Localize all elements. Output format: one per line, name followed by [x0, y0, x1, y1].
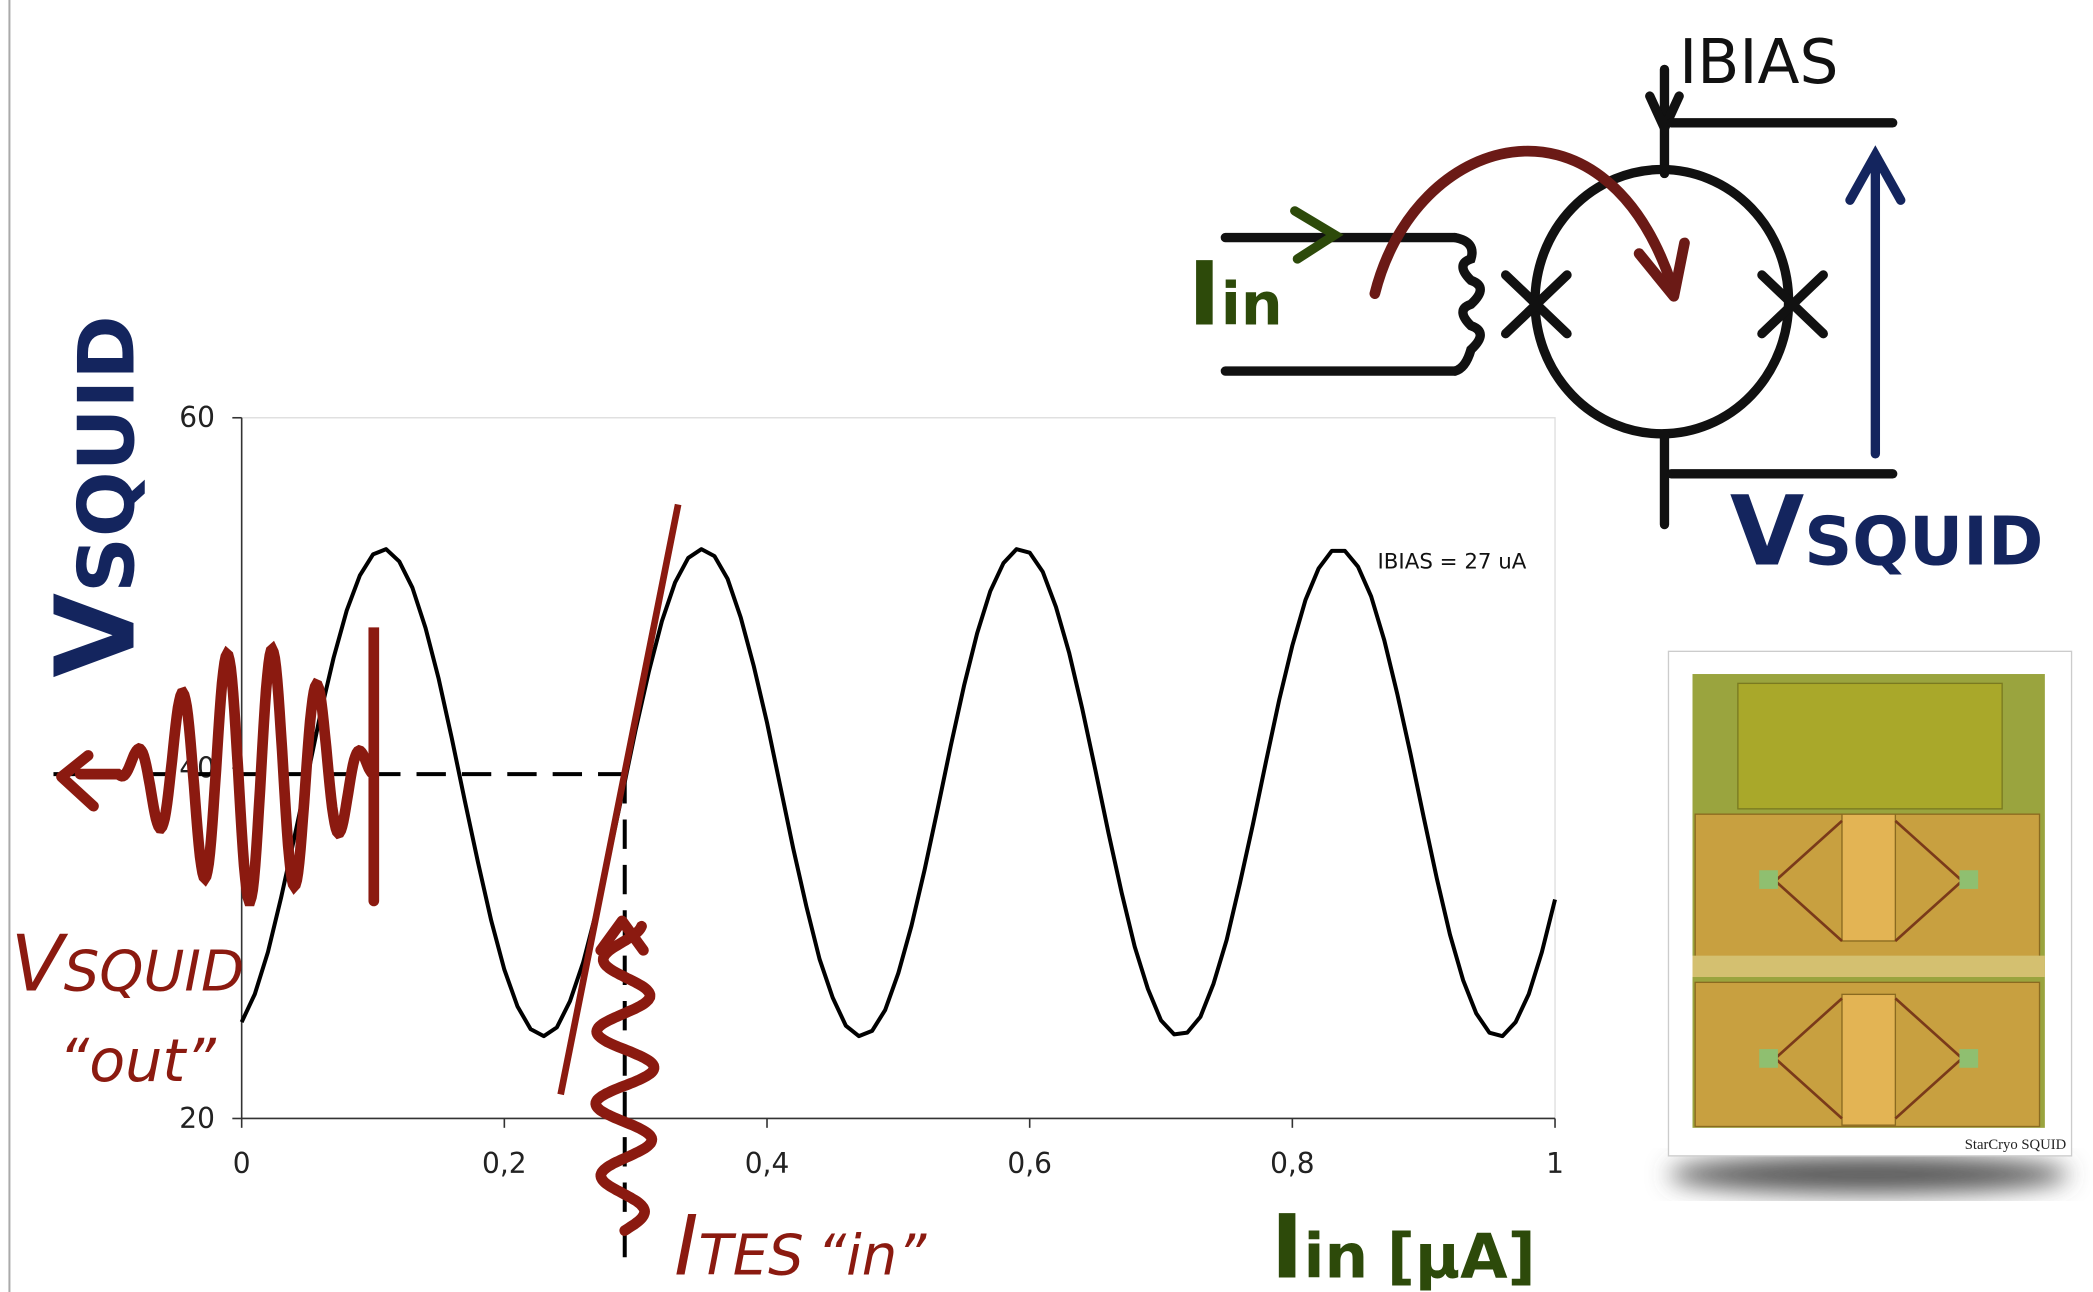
x-tick-label: 0,4	[745, 1147, 790, 1180]
output-symbol: V	[11, 919, 69, 1009]
input-arrow	[1290, 206, 1344, 264]
input-label: Iin	[1188, 242, 1283, 345]
y-axis-title-subscript: SQUID	[63, 315, 153, 592]
input-annotation: ITES “in”	[674, 1198, 927, 1292]
arrow-head	[1633, 237, 1690, 302]
input-wire	[1220, 232, 1460, 376]
photo-shadow	[1668, 1155, 2069, 1194]
plot-frame	[241, 417, 1556, 1120]
x-axis-title-subscript: in	[1304, 1221, 1369, 1292]
input-label-subscript: in	[1221, 269, 1283, 338]
y-tick-label: 60	[179, 401, 215, 434]
arrow-head	[595, 915, 649, 956]
x-axis-title-symbol: I	[1271, 1195, 1304, 1292]
y-axis-title: VSQUID	[32, 315, 160, 677]
photo-caption: StarCryo SQUID	[1965, 1137, 2067, 1153]
y-tick-label: 20	[179, 1102, 215, 1135]
chip-contact	[1959, 1049, 1979, 1068]
chip-bus	[1692, 955, 2045, 978]
x-tick-label: 0,2	[482, 1147, 527, 1180]
x-axis-title-unit: [µA]	[1387, 1221, 1536, 1292]
output-annotation: VSQUID	[11, 919, 244, 1009]
chip-traces	[1774, 819, 1964, 1120]
bias-arrow	[1645, 91, 1684, 140]
bias-label: IBIAS	[1679, 27, 1838, 98]
output-arrow	[1845, 145, 1906, 459]
chip-contact	[1759, 1049, 1778, 1068]
output-label-symbol: V	[1730, 476, 1804, 588]
output-label: VSQUID	[1730, 476, 2044, 588]
input-label-symbol: I	[1188, 242, 1221, 345]
output-label-subscript: SQUID	[1804, 503, 2043, 581]
squid-diagram	[1220, 64, 1898, 530]
chip-photo: StarCryo SQUID	[1667, 650, 2073, 1194]
junction	[1500, 270, 1572, 339]
output-subscript: SQUID	[64, 939, 244, 1004]
chip-pad	[1737, 682, 2003, 810]
input-subscript: TES	[699, 1224, 804, 1289]
x-tick-label: 0,8	[1270, 1147, 1315, 1180]
flux-arrow	[1369, 145, 1677, 299]
squid-loop	[1530, 164, 1794, 439]
arrow-head	[56, 750, 99, 812]
output-quote: “out”	[59, 1026, 217, 1095]
y-axis-title-symbol: V	[32, 593, 160, 678]
plot-area	[240, 417, 1556, 1120]
x-tick-label: 0,6	[1007, 1147, 1052, 1180]
input-coil	[1450, 232, 1485, 376]
chip-contact	[1759, 870, 1778, 889]
slope-line	[557, 503, 682, 1096]
junction	[1757, 270, 1828, 339]
chart-annotation: IBIAS = 27 uA	[1378, 550, 1527, 575]
x-axis-title: Iin [µA]	[1271, 1195, 1536, 1292]
chip-strip	[1841, 813, 1897, 942]
x-tick-label: 0	[233, 1147, 251, 1180]
input-quote: “in”	[817, 1224, 927, 1289]
input-wave	[590, 920, 660, 1236]
chip-contact	[1959, 870, 1979, 889]
output-wave	[74, 627, 380, 907]
data-line	[239, 547, 1557, 1039]
x-tick-label: 1	[1546, 1147, 1564, 1180]
chip-strip	[1841, 993, 1897, 1126]
input-symbol: I	[674, 1198, 698, 1292]
